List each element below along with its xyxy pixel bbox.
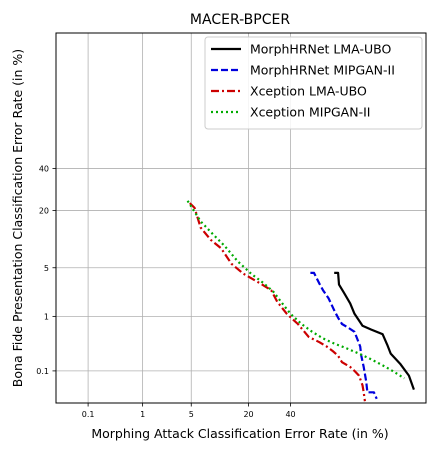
plot-frame bbox=[55, 32, 427, 404]
series-line-2 bbox=[310, 271, 378, 400]
series-line-4 bbox=[186, 200, 405, 380]
x-axis-ticks: 0.1 1 5 20 40 bbox=[82, 403, 296, 419]
y-tick-label: 5 bbox=[44, 264, 49, 273]
legend-label-4: Xception MIPGAN-II bbox=[250, 105, 370, 120]
series-line-1 bbox=[334, 271, 415, 390]
legend-label-2: MorphHRNet MIPGAN-II bbox=[250, 63, 395, 78]
x-tick-label: 5 bbox=[189, 410, 194, 419]
grid bbox=[56, 33, 426, 403]
legend-label-1: MorphHRNet LMA-UBO bbox=[250, 42, 391, 57]
y-tick-label: 1 bbox=[44, 312, 49, 321]
y-axis-ticks: 0.1 1 5 20 40 bbox=[36, 164, 56, 376]
legend: MorphHRNet LMA-UBO MorphHRNet MIPGAN-II Xc… bbox=[204, 36, 423, 130]
y-axis-label: Bona Fide Presentation Classification Er… bbox=[10, 49, 25, 387]
x-tick-label: 0.1 bbox=[82, 410, 95, 419]
legend-label-3: Xception LMA-UBO bbox=[250, 84, 367, 99]
y-tick-label: 40 bbox=[39, 164, 49, 173]
chart-title: MACER-BPCER bbox=[190, 12, 290, 28]
x-tick-label: 40 bbox=[285, 410, 295, 419]
legend-box bbox=[204, 36, 423, 130]
y-tick-label: 20 bbox=[39, 206, 49, 215]
x-tick-label: 20 bbox=[243, 410, 253, 419]
series-line-3 bbox=[189, 202, 366, 402]
series-layer bbox=[186, 200, 415, 402]
x-tick-label: 1 bbox=[140, 410, 145, 419]
x-axis-label: Morphing Attack Classification Error Rat… bbox=[91, 426, 388, 441]
y-tick-label: 0.1 bbox=[36, 367, 49, 376]
